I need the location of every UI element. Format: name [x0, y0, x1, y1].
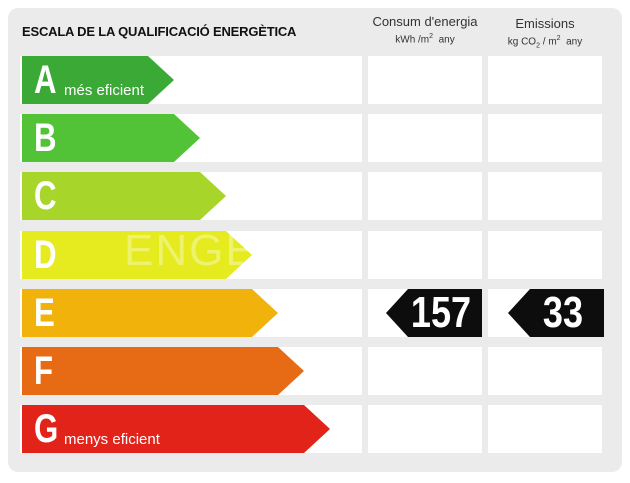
- consumption-cell: [368, 172, 482, 220]
- consumption-value: 157: [410, 288, 472, 337]
- rating-arrow-f: F: [22, 347, 304, 395]
- emissions-value: 33: [542, 288, 584, 337]
- rating-arrow-d: D: [22, 231, 252, 279]
- consumption-unit: kWh /m2 any: [395, 33, 455, 46]
- consumption-cell: [368, 405, 482, 453]
- consumption-column-header: Consum d'energia kWh /m2 any: [366, 14, 484, 47]
- emissions-value-marker: 33: [508, 289, 604, 337]
- emissions-cell: [488, 56, 602, 104]
- rating-letter: D: [34, 233, 57, 277]
- emissions-cell: [488, 114, 602, 162]
- consumption-cell: [368, 231, 482, 279]
- rating-letter: E: [34, 291, 55, 335]
- emissions-label: Emissions: [515, 16, 575, 31]
- rating-arrow-b: B: [22, 114, 200, 162]
- emissions-column-header: Emissions kg CO2 / m2 any: [486, 16, 604, 53]
- consumption-value-marker: 157: [386, 289, 482, 337]
- emissions-cell: [488, 347, 602, 395]
- consumption-cell: [368, 114, 482, 162]
- rating-description: menys eficient: [64, 431, 160, 448]
- rating-letter: A: [34, 58, 57, 102]
- emissions-cell: [488, 231, 602, 279]
- rating-letter: G: [34, 407, 59, 451]
- consumption-cell: [368, 347, 482, 395]
- consumption-label: Consum d'energia: [372, 14, 478, 29]
- emissions-unit: kg CO2 / m2 any: [507, 35, 583, 50]
- rating-letter: F: [34, 349, 54, 393]
- emissions-cell: [488, 172, 602, 220]
- rating-arrow-e: E: [22, 289, 278, 337]
- emissions-cell: [488, 405, 602, 453]
- rating-letter: C: [34, 174, 57, 218]
- page-title: ESCALA DE LA QUALIFICACIÓ ENERGÈTICA: [22, 24, 297, 39]
- consumption-cell: [368, 56, 482, 104]
- rating-letter: B: [34, 116, 57, 160]
- rating-arrow-c: C: [22, 172, 226, 220]
- rating-description: més eficient: [64, 82, 145, 99]
